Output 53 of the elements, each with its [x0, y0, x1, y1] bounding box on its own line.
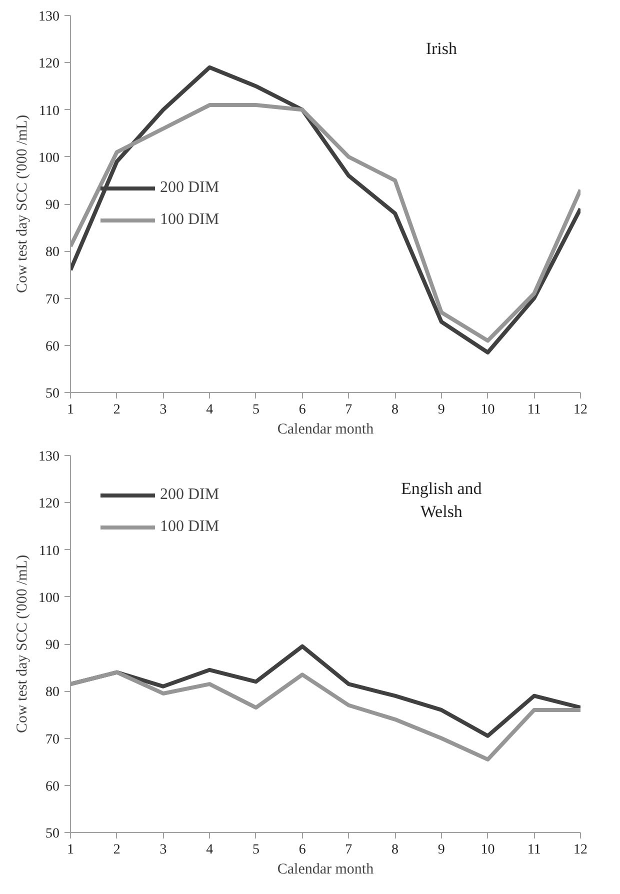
x-tick-label: 3: [160, 402, 167, 418]
x-tick-label: 9: [438, 402, 445, 418]
x-tick-label: 7: [345, 842, 352, 858]
y-tick-label: 60: [46, 779, 60, 794]
legend-label: 100 DIM: [160, 210, 220, 228]
y-tick-label: 70: [46, 292, 60, 308]
line-series: [70, 65, 580, 354]
y-axis-title: Cow test day SCC ('000 /mL): [14, 554, 30, 734]
y-tick-label: 120: [38, 56, 60, 72]
x-tick-label: 6: [298, 842, 306, 858]
x-tick-label: 1: [67, 842, 74, 858]
x-tick-label: 4: [206, 842, 214, 858]
y-tick-label: 100: [38, 150, 60, 166]
y-tick-label: 60: [46, 339, 60, 354]
x-tick-label: 10: [480, 402, 495, 418]
x-tick-label: 7: [345, 402, 352, 418]
y-tick-label: 100: [38, 590, 60, 606]
legend-label: 200 DIM: [160, 486, 220, 504]
x-tick-label: 9: [438, 842, 445, 858]
text: English and Welsh: [401, 479, 482, 521]
x-tick-label: 8: [392, 402, 399, 418]
x-tick-label: 12: [574, 842, 588, 858]
x-tick-label: 5: [252, 402, 260, 418]
x-tick-label: 10: [480, 842, 495, 858]
y-axis-title: Cow test day SCC ('000 /mL): [14, 114, 30, 294]
x-tick-label: 2: [113, 402, 120, 418]
y-tick-label: 80: [46, 685, 60, 700]
x-tick-label: 11: [527, 842, 541, 858]
x-tick-label: 12: [574, 402, 588, 418]
x-tick-label: 8: [392, 842, 399, 858]
x-tick-label: 4: [206, 402, 214, 418]
legend-label: 100 DIM: [160, 518, 220, 536]
y-tick-label: 120: [38, 496, 60, 512]
x-tick-label: 11: [527, 402, 541, 418]
y-tick-label: 70: [46, 732, 60, 748]
y-tick-label: 110: [39, 544, 60, 559]
x-axis-title: Calendar month: [277, 862, 374, 878]
y-tick-label: 130: [38, 10, 60, 24]
x-tick-label: 6: [298, 402, 306, 418]
y-tick-label: 130: [38, 450, 60, 464]
y-tick-label: 110: [39, 104, 60, 119]
y-tick-label: 90: [46, 198, 60, 213]
x-tick-label: 1: [67, 402, 74, 418]
x-tick-label: 5: [252, 842, 260, 858]
x-tick-label: 2: [113, 842, 120, 858]
y-tick-label: 90: [46, 638, 60, 653]
x-axis-title: Calendar month: [277, 422, 374, 438]
y-tick-label: 50: [46, 386, 60, 402]
y-tick-label: 50: [46, 826, 60, 842]
y-tick-label: 80: [46, 245, 60, 260]
text: Irish: [426, 39, 458, 58]
legend-label: 200 DIM: [160, 178, 220, 196]
x-tick-label: 3: [160, 842, 167, 858]
